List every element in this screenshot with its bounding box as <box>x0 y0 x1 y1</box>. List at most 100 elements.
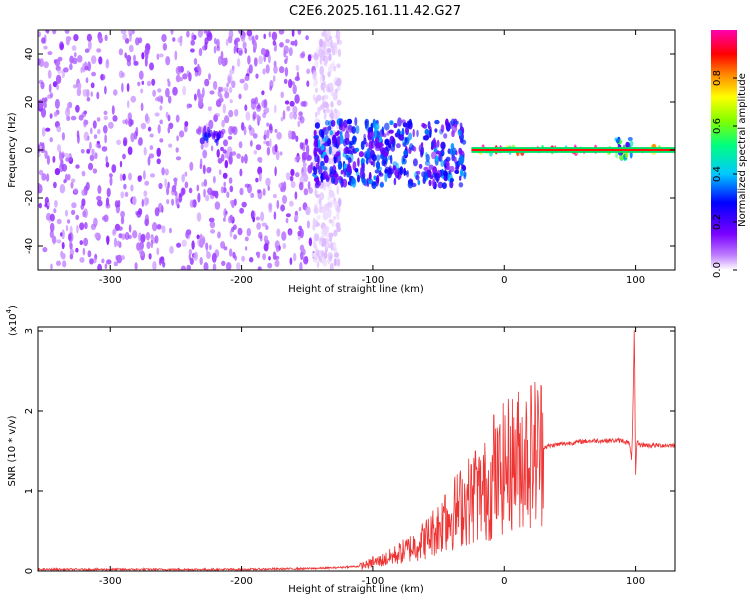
spectrogram-cell <box>159 138 164 143</box>
spectrogram-cell <box>227 35 233 44</box>
spectrogram-cell <box>224 115 230 124</box>
spectrogram-cell <box>42 246 48 253</box>
snr-panel: -300 -200 -100 0 100 0 1 2 3 Height of straight… <box>5 305 676 595</box>
snr-multiplier-exponent: 4 <box>5 308 13 313</box>
spectrogram-cell <box>342 178 348 188</box>
spectrogram-cell <box>89 154 95 161</box>
spectrogram-cell <box>263 33 267 40</box>
spectrogram-cell <box>105 155 108 164</box>
spectrogram-cell <box>84 222 88 230</box>
spectrogram-cell <box>63 152 70 158</box>
spectrogram-cell <box>324 128 328 135</box>
spectrogram-cell <box>103 125 108 134</box>
spectrogram-cell <box>61 229 65 240</box>
spectrogram-cell <box>69 248 75 256</box>
spectrogram-cell <box>255 104 262 112</box>
spectrogram-cell <box>269 138 272 148</box>
spectrogram-cell <box>167 95 172 104</box>
spectrogram-cell <box>209 221 216 229</box>
spectrogram-cell <box>38 184 43 194</box>
spectrogram-cell <box>265 177 271 187</box>
spectrogram-cell <box>284 66 289 77</box>
spectrogram-cell <box>114 237 117 248</box>
spectrogram-cell <box>41 37 46 44</box>
spectrogram-cell <box>132 196 137 206</box>
spectrogram-cell <box>96 117 101 122</box>
y-tick-label: 0 <box>24 568 35 574</box>
spectrogram-cell <box>205 242 209 250</box>
spectrogram-cell <box>140 122 147 130</box>
spectrogram-cell <box>158 53 164 58</box>
spectrogram-cell <box>266 140 271 147</box>
spectrogram-cell <box>161 167 165 176</box>
spectrogram-cell <box>318 48 324 58</box>
spectrogram-cell <box>313 147 317 158</box>
spectrogram-cell <box>119 173 123 182</box>
spectrogram-cell <box>315 176 320 186</box>
spectrogram-cell <box>412 128 415 138</box>
spectrogram-cell <box>224 160 229 169</box>
spectrogram-cell <box>138 208 143 216</box>
spectrogram-cell <box>162 43 168 51</box>
spectrogram-cell <box>233 198 237 206</box>
spectrogram-cell <box>56 84 60 91</box>
spectrogram-cell <box>168 143 173 148</box>
spectrogram-cell <box>158 182 163 190</box>
x-tick-label: 100 <box>626 275 645 286</box>
spectrogram-cell <box>55 74 62 85</box>
spectrogram-cell <box>212 263 217 270</box>
spectrogram-cell <box>77 55 83 63</box>
spectrogram-cell <box>182 85 187 96</box>
spectrogram-cell <box>332 109 338 119</box>
spectrogram-cell <box>120 216 125 225</box>
spectrogram-cell <box>124 52 127 59</box>
colorbar: 0.0 0.2 0.4 0.6 0.8 Normalized spectral ampl… <box>711 30 748 278</box>
spectrogram-cell <box>67 173 71 181</box>
spectrogram-cell <box>219 131 224 139</box>
spectrogram-cell <box>330 199 334 207</box>
spectrogram-cell <box>173 177 178 182</box>
spectrogram-cell <box>337 197 342 207</box>
spectrogram-cell <box>310 162 314 170</box>
spectrogram-cell <box>319 74 323 84</box>
spectrogram-cell <box>329 158 334 164</box>
spectrogram-cell <box>217 231 221 239</box>
spectrogram-cell <box>112 228 117 235</box>
spectrogram-cell <box>181 187 186 195</box>
spectrogram-cell <box>357 157 360 167</box>
spectrogram-cell <box>156 224 162 230</box>
spectrogram-cell <box>52 155 56 163</box>
spectrogram-cell <box>313 52 319 61</box>
spectrogram-cell <box>335 151 341 157</box>
spectrogram-cell <box>619 155 625 160</box>
spectrogram-cell <box>460 168 464 177</box>
spectrogram-cell <box>350 145 355 151</box>
spectrogram-cell <box>43 61 49 69</box>
spectrogram-cell <box>461 139 467 145</box>
spectrogram-cell <box>373 129 377 139</box>
spectrogram-cell <box>202 164 206 175</box>
spectrogram-cell <box>273 211 277 220</box>
spectrogram-cell <box>154 112 160 117</box>
snr-multiplier: (x104) <box>5 305 19 336</box>
spectrogram-cell <box>123 137 128 146</box>
spectrogram-cell <box>86 97 91 102</box>
spectrogram-cell <box>119 160 123 168</box>
spectrogram-cell <box>376 154 381 162</box>
spectrogram-cell <box>336 226 342 233</box>
spectrogram-cell <box>79 240 84 246</box>
spectrogram-cell <box>140 102 144 112</box>
spectrogram-cell <box>144 48 150 55</box>
spectrogram-cell <box>91 71 97 77</box>
spectrogram-cell <box>279 42 284 48</box>
spectrogram-cell <box>370 161 374 166</box>
spectrogram-cell <box>164 168 169 176</box>
snr-x-label: Height of straight line (km) <box>288 584 424 595</box>
spectrogram-cell <box>276 199 280 209</box>
spectrogram-cell <box>46 173 50 182</box>
spectrogram-cell <box>459 175 462 181</box>
x-tick-label: -300 <box>99 275 122 286</box>
spectrogram-cell <box>424 128 430 135</box>
x-tick-label: -200 <box>230 275 253 286</box>
spectrogram-cell <box>130 184 134 192</box>
